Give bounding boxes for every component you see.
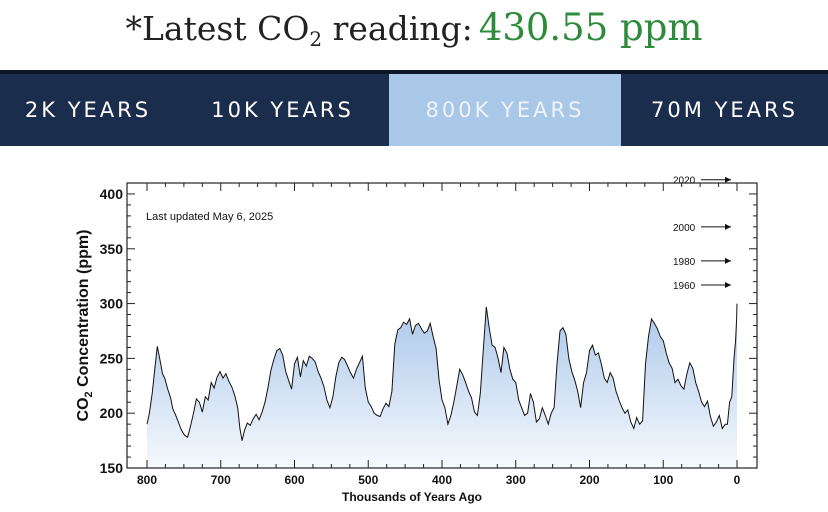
latest-reading-header: *Latest CO2 reading: 430.55 ppm <box>0 6 828 51</box>
co2-area-fill <box>147 303 737 468</box>
last-updated-annotation: Last updated May 6, 2025 <box>146 211 273 223</box>
reading-label-subscript: 2 <box>309 27 323 51</box>
reading-label-suffix: reading: <box>322 9 473 48</box>
y-tick-label: 400 <box>100 186 124 202</box>
y-tick-label: 150 <box>100 460 124 476</box>
x-tick-label: 600 <box>284 473 304 487</box>
co2-800k-chart: 150 200 250 300 350 400 800 700 600 500 400 300 200 1… <box>75 176 758 504</box>
tab-70m-years[interactable]: 70M YEARS <box>651 98 798 122</box>
plot-layer: 150 200 250 300 350 400 800 700 600 500 400 300 200 1… <box>75 176 758 504</box>
x-tick-label: 800 <box>137 473 157 487</box>
y-tick-label: 250 <box>100 350 124 366</box>
tab-10k-years[interactable]: 10K YEARS <box>211 98 354 122</box>
reading-value: 430.55 ppm <box>478 6 703 49</box>
year-marker-label: 2000 <box>673 223 696 234</box>
x-tick-label: 100 <box>653 473 673 487</box>
y-tick-label: 350 <box>100 241 124 257</box>
reading-label-prefix: *Latest CO <box>125 9 310 48</box>
x-tick-label: 0 <box>734 473 741 487</box>
x-tick-label: 700 <box>211 473 231 487</box>
x-tick-label: 400 <box>432 473 452 487</box>
year-marker-arrowhead <box>725 176 731 183</box>
co2-series-line <box>146 303 738 441</box>
x-tick-label: 500 <box>358 473 378 487</box>
year-marker-arrowhead <box>725 257 731 264</box>
y-tick-label: 200 <box>100 405 124 421</box>
y-axis-label: CO2 Concentration (ppm) <box>75 230 95 422</box>
x-tick-label: 300 <box>506 473 526 487</box>
year-marker-label: 2020 <box>673 176 696 187</box>
year-marker-label: 1980 <box>673 257 696 268</box>
year-marker-label: 1960 <box>673 281 696 292</box>
timescale-tab-bar: 2K YEARS 10K YEARS 800K YEARS 70M YEARS <box>0 70 828 146</box>
tab-2k-years[interactable]: 2K YEARS <box>24 98 152 122</box>
y-tick-label: 300 <box>100 296 124 312</box>
x-tick-label: 200 <box>579 473 599 487</box>
year-marker-arrowhead <box>725 281 731 288</box>
year-marker-arrowhead <box>725 223 731 230</box>
x-axis-label: Thousands of Years Ago <box>342 490 482 504</box>
tab-800k-years[interactable]: 800K YEARS <box>389 74 621 146</box>
